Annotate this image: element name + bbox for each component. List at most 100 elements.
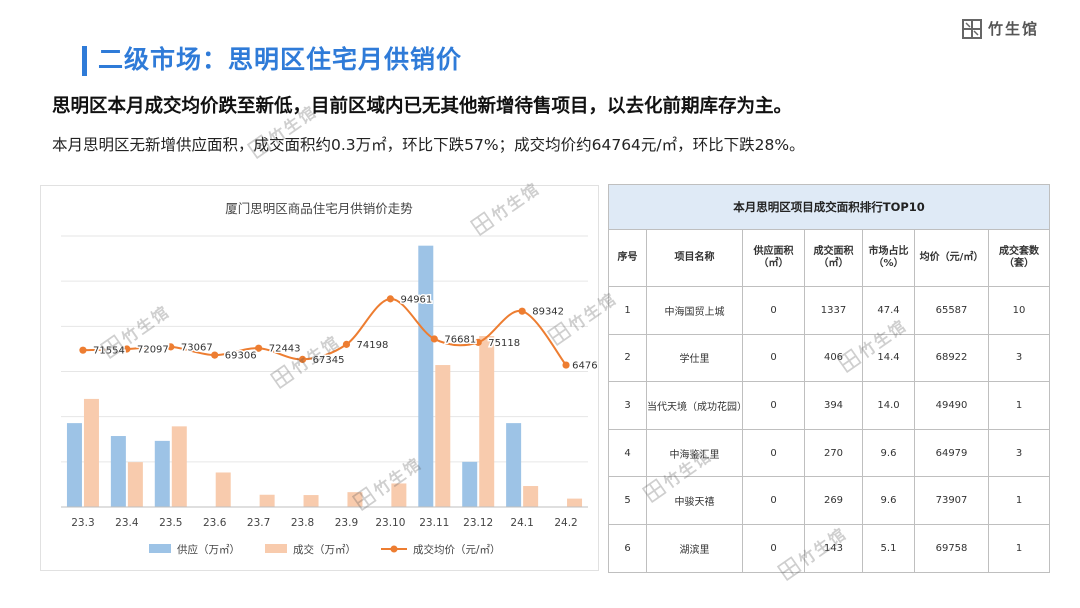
deal-bar — [391, 483, 407, 507]
table-header-row: 序号 项目名称 供应面积（㎡） 成交面积（㎡） 市场占比（%） 均价（元/㎡） 成交套数（套… — [608, 229, 1051, 287]
deal-bar — [523, 486, 539, 507]
table-row: 5 中骏天禧 0 269 9.6 73907 1 — [608, 476, 1051, 525]
combo-chart: 厦门思明区商品住宅月供销价走势 71554 72097 73067 69306 7244… — [40, 185, 599, 571]
table-header-cell: 供应面积（㎡） — [742, 229, 805, 287]
table-caption: 本月思明区项目成交面积排行TOP10 — [607, 184, 1051, 230]
table-cell: 2 — [608, 333, 647, 383]
price-point — [518, 307, 526, 315]
legend-swatch — [149, 544, 171, 553]
x-tick-label: 23.5 — [159, 517, 182, 529]
line-series — [79, 295, 570, 369]
deal-bar — [171, 426, 187, 507]
price-data-label: 89342 — [532, 307, 564, 318]
table-header-cell: 成交面积（㎡） — [804, 229, 863, 287]
price-point — [167, 343, 175, 351]
ranking-table: 本月思明区项目成交面积排行TOP10 序号 项目名称 供应面积（㎡） 成交面积（㎡）市… — [607, 184, 1051, 573]
supply-bar — [110, 436, 126, 507]
price-point — [211, 351, 219, 359]
table-header-cell: 成交套数（套） — [987, 229, 1051, 287]
price-point — [430, 335, 438, 343]
price-data-label: 94961 — [400, 294, 432, 305]
table-cell: 5.1 — [862, 523, 915, 573]
table-cell: 1337 — [804, 286, 863, 335]
bar-series — [66, 245, 583, 507]
price-data-label: 75118 — [488, 338, 520, 349]
table-cell: 湖滨里 — [646, 523, 743, 573]
table-cell: 中海鉴汇里 — [646, 428, 743, 478]
x-tick-label: 23.3 — [71, 517, 94, 529]
table-cell: 143 — [804, 523, 863, 573]
table-cell: 1 — [987, 523, 1051, 573]
supply-bar — [154, 440, 170, 507]
price-point — [255, 344, 263, 352]
table-row: 2 学仕里 0 406 14.4 68922 3 — [608, 333, 1051, 383]
price-data-label: 72097 — [137, 344, 169, 355]
x-tick-label: 24.1 — [510, 517, 533, 529]
page-title: 二级市场：思明区住宅月供销价 — [98, 45, 463, 74]
deal-bar — [435, 365, 451, 507]
price-data-label: 73067 — [181, 342, 213, 353]
legend-label: 成交（万㎡） — [293, 543, 356, 556]
table-cell: 0 — [742, 476, 805, 525]
table-cell: 0 — [742, 523, 805, 573]
table-cell: 3 — [987, 333, 1051, 383]
table-cell: 47.4 — [862, 286, 915, 335]
deal-bar — [303, 495, 319, 507]
supply-bar — [66, 423, 82, 507]
title-accent-bar — [82, 46, 87, 76]
table-cell: 14.0 — [862, 381, 915, 430]
table-row: 6 湖滨里 0 143 5.1 69758 1 — [608, 523, 1051, 573]
table-cell: 14.4 — [862, 333, 915, 383]
x-axis: 23.3 23.4 23.5 23.6 23.7 23.8 23.9 23.10 23.11 23… — [61, 506, 588, 529]
price-data-label: 67345 — [313, 355, 345, 366]
legend-marker — [390, 545, 398, 553]
legend-label: 供应（万㎡） — [177, 543, 240, 556]
table-header-cell: 均价（元/㎡） — [914, 229, 989, 287]
data-labels: 71554 72097 73067 69306 72443 67345 74198 94961… — [92, 293, 598, 373]
deal-bar — [215, 472, 231, 507]
table-row: 4 中海鉴汇里 0 270 9.6 64979 3 — [608, 428, 1051, 478]
summary-text: 本月思明区无新增供应面积，成交面积约0.3万㎡，环比下跌57%；成交均价约647… — [52, 136, 805, 154]
table-body: 1 中海国贸上城 0 1337 47.4 65587 10 2 学仕里 0 406 14.4 68922… — [608, 286, 1051, 573]
price-data-label: 71554 — [93, 346, 125, 357]
x-tick-label: 23.6 — [203, 517, 227, 529]
price-data-label: 64764 — [572, 361, 598, 372]
table-cell: 5 — [608, 476, 647, 525]
x-tick-label: 23.9 — [335, 517, 358, 529]
deal-bar — [479, 336, 495, 507]
supply-bar — [418, 245, 434, 507]
x-tick-label: 23.12 — [463, 517, 493, 529]
table-cell: 73907 — [914, 476, 989, 525]
table-cell: 69758 — [914, 523, 989, 573]
x-tick-label: 23.10 — [375, 517, 405, 529]
table-cell: 68922 — [914, 333, 989, 383]
table-cell: 3 — [608, 381, 647, 430]
deal-bar — [83, 398, 99, 507]
table-cell: 0 — [742, 428, 805, 478]
table-header-cell: 序号 — [608, 229, 647, 287]
table-cell: 0 — [742, 333, 805, 383]
legend-swatch — [265, 544, 287, 553]
table-header-cell: 项目名称 — [646, 229, 743, 287]
brand-logo: 竹生馆 — [962, 18, 1039, 39]
table-cell: 3 — [987, 428, 1051, 478]
chart-legend: 供应（万㎡） 成交（万㎡） 成交均价（元/㎡） — [149, 543, 501, 556]
price-point — [79, 346, 87, 354]
table-header-cell: 市场占比（%） — [862, 229, 915, 287]
grid-logo-icon — [962, 18, 982, 39]
price-data-label: 69306 — [225, 351, 257, 362]
table-cell: 当代天境（成功花园） — [646, 381, 747, 430]
table-cell: 学仕里 — [646, 333, 743, 383]
table-row: 1 中海国贸上城 0 1337 47.4 65587 10 — [608, 286, 1051, 335]
table-cell: 0 — [742, 286, 805, 335]
table-cell: 6 — [608, 523, 647, 573]
table-cell: 9.6 — [862, 476, 915, 525]
x-tick-label: 23.4 — [115, 517, 139, 529]
price-data-label: 76681 — [444, 334, 476, 345]
x-tick-label: 23.7 — [247, 517, 270, 529]
deal-bar — [259, 494, 275, 507]
x-tick-label: 23.11 — [419, 517, 449, 529]
table-cell: 394 — [804, 381, 863, 430]
price-point — [562, 361, 570, 369]
table-cell: 64979 — [914, 428, 989, 478]
